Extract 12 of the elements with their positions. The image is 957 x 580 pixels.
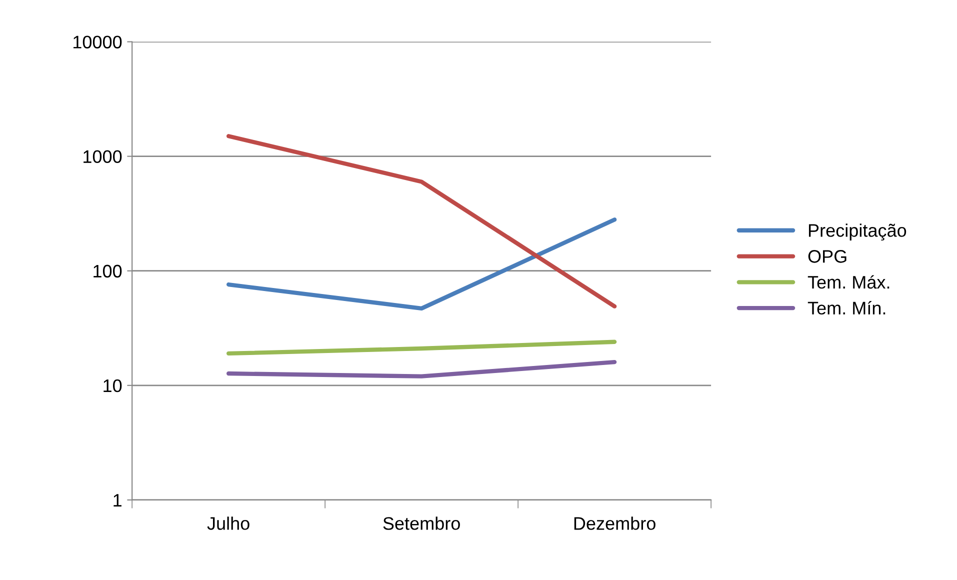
x-tick-label: Dezembro bbox=[574, 516, 656, 530]
y-tick-label: 10000 bbox=[74, 36, 122, 48]
legend-label: Precipitação bbox=[808, 224, 906, 241]
y-tick-label: 100 bbox=[94, 264, 122, 278]
y-tick-label: 10 bbox=[104, 379, 122, 392]
legend-label: OPG bbox=[808, 250, 846, 263]
x-tick-label: Julho bbox=[207, 516, 250, 530]
x-tick-label: Setembro bbox=[383, 516, 460, 530]
y-tick-label: 1 bbox=[114, 494, 122, 506]
legend-label: Tem. Mín. bbox=[808, 301, 886, 315]
y-tick-label: 1000 bbox=[84, 150, 122, 164]
legend-label: Tem. Máx. bbox=[808, 275, 890, 289]
